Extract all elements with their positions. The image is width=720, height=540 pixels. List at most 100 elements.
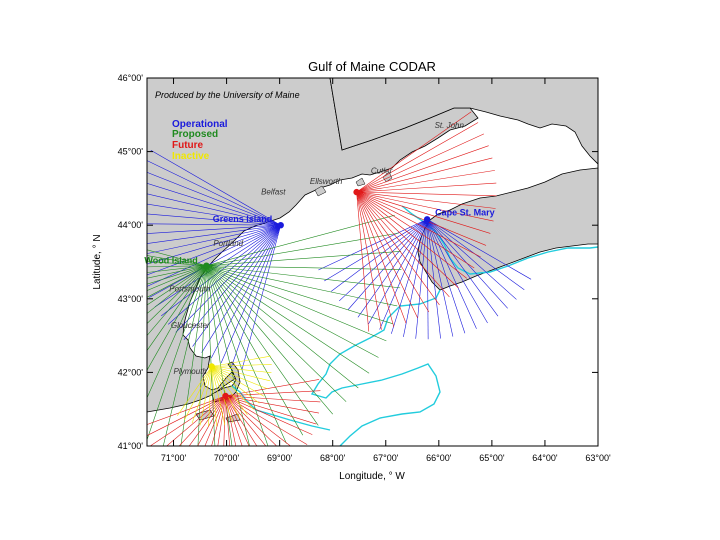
place-label: Portsmouth [169,284,210,293]
radial-line [356,122,479,193]
y-tick-label: 44°00' [118,220,144,230]
radial-line [225,379,320,397]
place-label: Cutler [371,167,393,176]
radial-line [197,395,226,446]
radial-line [356,182,497,193]
radial-line [356,191,475,269]
place-label: Ellsworth [310,177,343,186]
y-tick-label: 41°00' [118,441,144,451]
radial-line [211,366,254,410]
radial-line [147,265,207,298]
radial-line [356,111,472,193]
land-new-brunswick [329,78,598,165]
radial-line [225,395,258,446]
radial-line [147,265,207,441]
radial-line [197,265,207,446]
radial-line [147,265,207,268]
radial-line [147,224,281,276]
radial-line [180,265,207,446]
radial-line [347,219,428,310]
y-tick-label: 46°00' [118,73,144,83]
radial-line [206,250,401,266]
radial-line [147,224,281,234]
radial-line [147,224,281,287]
x-tick-label: 63°00' [585,453,611,463]
radial-line [356,133,485,193]
radial-line [225,390,321,397]
radial-line [147,265,207,337]
radial-line [162,265,207,446]
radial-line [147,265,207,291]
radial-line [356,191,418,319]
station-marker[interactable] [353,188,360,196]
radial-line [147,160,281,226]
place-label: St. John [435,121,465,130]
radial-line [147,265,207,399]
radial-line [356,191,450,298]
radial-line [147,265,207,273]
radial-line [147,395,226,436]
radial-line [426,219,429,340]
radial-line [175,224,281,333]
y-axis-label: Latitude, ° N [92,234,103,289]
y-tick-label: 42°00' [118,367,144,377]
radial-line [147,265,207,352]
radial-line [161,224,281,317]
x-axis: 71°00' 70°00' 69°00' 68°00' 67°00' 66°00' 65°0… [161,78,611,463]
radial-line [427,219,532,280]
station-marker[interactable] [203,262,210,269]
radial-line [217,395,226,446]
radial-line [356,191,494,222]
place-label: Gloucester [171,321,210,330]
x-tick-label: 67°00' [373,453,399,463]
radial-line [204,395,226,446]
radial-line [147,265,207,371]
radial-line [184,366,212,421]
radial-line [206,265,370,374]
radial-line [241,225,281,371]
place-label: Belfast [261,187,286,196]
radial-line [188,395,226,446]
station-marker[interactable] [423,216,431,223]
radial-line [356,170,495,193]
radial-line [356,191,440,306]
station-marker[interactable] [277,222,284,229]
radial-line [147,265,207,306]
radial-line [206,265,333,415]
radial-line [147,265,207,324]
radial-line [206,265,233,446]
radial-line [147,203,281,226]
station-label: Wood Island [144,256,197,266]
radial-line [206,265,359,389]
x-tick-label: 71°00' [161,453,187,463]
station-marker[interactable] [208,363,215,370]
y-tick-label: 45°00' [118,147,144,157]
radial-line [147,249,207,266]
radial-line [356,191,497,197]
x-axis-label: Longitude, ° W [339,471,405,482]
radial-line [225,395,267,446]
legend-proposed: Proposed [172,129,218,140]
x-tick-label: 65°00' [479,453,505,463]
radial-line [357,219,428,318]
radial-line [225,395,292,446]
radial-line [403,219,428,337]
radial-line [147,182,281,226]
radial-line [211,366,264,397]
radial-line [208,366,213,427]
radial-line [211,366,271,382]
radial-line [356,191,491,234]
radial-line [415,219,428,339]
credit-text: Produced by the University of Maine [155,90,300,100]
radial-line [147,224,281,254]
place-labels: St. John Ellsworth Cutler Belfast Portland Po… [169,121,464,376]
land-small-islands [314,171,393,197]
y-axis: 41°00' 42°00' 43°00' 44°00' 45°00' 46°00' [118,73,598,451]
station-label: Cape St. Mary [435,207,495,217]
radial-line [225,395,320,414]
station-marker[interactable] [222,392,229,400]
radial-line [211,355,271,367]
map-area [147,78,598,446]
radial-line [331,219,428,292]
radial-line [211,364,272,367]
